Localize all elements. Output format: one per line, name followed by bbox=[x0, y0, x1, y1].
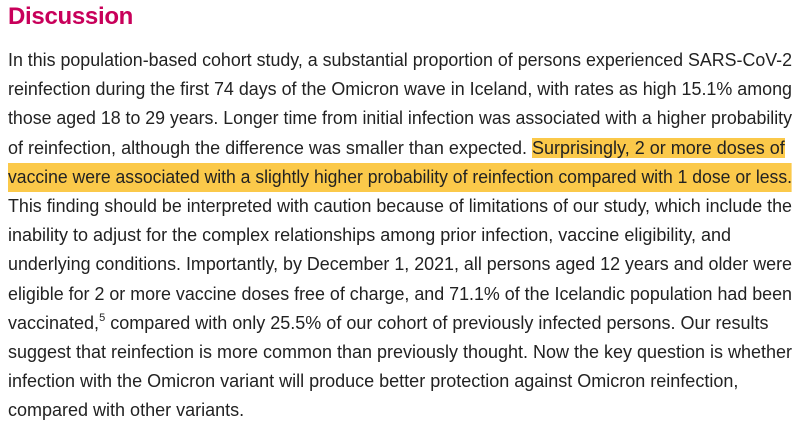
text-line: eligible for 2 or more vaccine doses fre… bbox=[8, 283, 792, 304]
text-line: compared with other variants. bbox=[8, 400, 245, 421]
text-line: reinfection during the first 74 days of … bbox=[8, 79, 792, 100]
text-line: inability to adjust for the complex rela… bbox=[8, 225, 732, 246]
discussion-paragraph: In this population-based cohort study, a… bbox=[8, 46, 798, 425]
highlighted-text: vaccine were associated with a slightly … bbox=[8, 162, 792, 192]
reference-superscript[interactable]: 5 bbox=[99, 311, 106, 324]
highlighted-text: Surprisingly, 2 or more doses of bbox=[532, 137, 785, 158]
text-segment: compared with only 25.5% of our cohort o… bbox=[105, 312, 769, 333]
section-heading: Discussion bbox=[8, 3, 134, 30]
text-line: suggest that reinfection is more common … bbox=[8, 341, 792, 362]
text-line: vaccine were associated with a slightly … bbox=[8, 162, 798, 192]
text-line: infection with the Omicron variant will … bbox=[8, 371, 739, 392]
text-line: This finding should be interpreted with … bbox=[8, 195, 792, 216]
text-line: those aged 18 to 29 years. Longer time f… bbox=[8, 108, 792, 129]
text-line: underlying conditions. Importantly, by D… bbox=[8, 254, 792, 275]
text-segment: vaccinated, bbox=[8, 312, 100, 333]
text-line: vaccinated,5 compared with only 25.5% of… bbox=[8, 309, 798, 338]
text-line: of reinfection, although the difference … bbox=[8, 134, 798, 163]
text-segment: of reinfection, although the difference … bbox=[8, 137, 532, 158]
text-line: In this population-based cohort study, a… bbox=[8, 50, 792, 70]
